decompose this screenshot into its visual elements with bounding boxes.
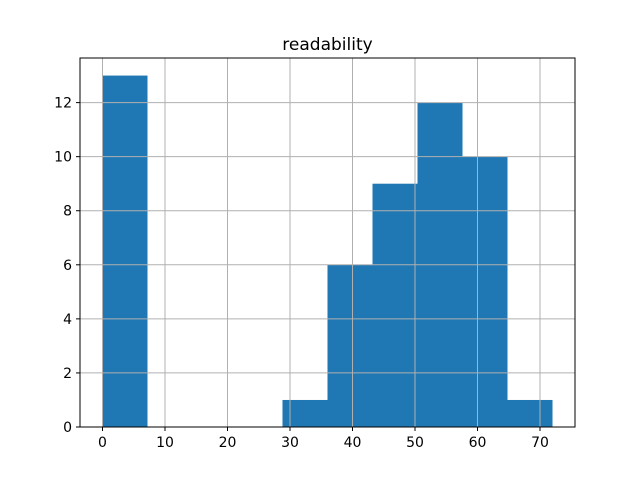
y-tick-label: 10 [54, 150, 72, 166]
y-tick-label: 2 [63, 366, 72, 382]
histogram-bar [462, 156, 508, 427]
y-tick-label: 4 [63, 312, 72, 328]
x-tick-label: 70 [531, 435, 549, 451]
histogram-bar [372, 183, 418, 427]
x-tick-label: 40 [344, 435, 362, 451]
x-tick-label: 30 [281, 435, 299, 451]
y-tick-label: 12 [54, 96, 72, 112]
x-tick-label: 60 [469, 435, 487, 451]
x-tick-label: 50 [406, 435, 424, 451]
x-tick-label: 10 [156, 435, 174, 451]
chart-title: readability [282, 35, 372, 55]
y-tick-label: 8 [63, 204, 72, 220]
histogram-bar [507, 399, 553, 427]
y-tick-label: 6 [63, 258, 72, 274]
histogram-bar [327, 264, 373, 427]
plot-frame [79, 57, 576, 428]
histogram-bar [282, 399, 328, 427]
histogram-bar [102, 75, 148, 428]
x-tick-label: 0 [98, 435, 107, 451]
y-tick-label: 0 [63, 420, 72, 436]
x-tick-label: 20 [219, 435, 237, 451]
